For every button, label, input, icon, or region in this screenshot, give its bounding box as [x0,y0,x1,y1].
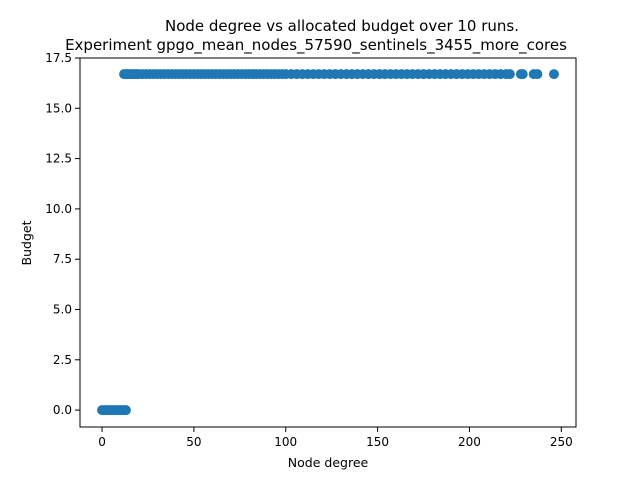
data-point [532,69,543,80]
data-point [120,405,131,416]
data-point [504,69,515,80]
y-axis: 0.0 2.5 5.0 7.5 10.0 12.5 15.0 17.5 [45,51,80,417]
x-tick-label: 250 [550,435,573,449]
y-tick-label: 10.0 [45,202,72,216]
x-tick-label: 200 [458,435,481,449]
x-axis-label: Node degree [288,455,369,470]
y-tick-label: 2.5 [53,353,72,367]
x-tick-label: 100 [274,435,297,449]
x-axis: 0 50 100 150 200 250 [98,427,573,449]
y-tick-label: 12.5 [45,152,72,166]
y-axis-label: Budget [19,220,34,265]
x-tick-label: 50 [186,435,201,449]
x-tick-label: 0 [98,435,106,449]
y-tick-label: 7.5 [53,252,72,266]
data-point [548,69,559,80]
y-tick-label: 0.0 [53,403,72,417]
y-tick-label: 15.0 [45,101,72,115]
chart-title: Node degree vs allocated budget over 10 … [165,17,519,35]
plot-frame [79,57,577,428]
points-layer [97,69,559,416]
y-tick-label: 5.0 [53,302,72,316]
chart-subtitle: Experiment gpgo_mean_nodes_57590_sentine… [65,36,567,55]
x-tick-label: 150 [366,435,389,449]
y-tick-label: 17.5 [45,51,72,65]
data-point [517,69,528,80]
